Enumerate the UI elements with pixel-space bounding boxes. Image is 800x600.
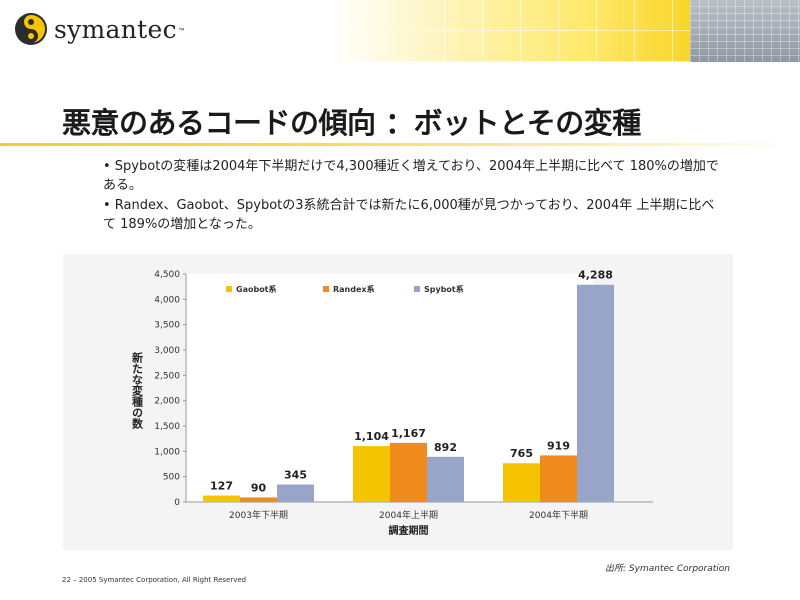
bar-value-label: 127 bbox=[210, 480, 233, 493]
y-tick-label: 4,500 bbox=[154, 270, 180, 280]
bar-value-label: 4,288 bbox=[578, 269, 613, 282]
symantec-logo-icon bbox=[15, 13, 47, 45]
legend-label-randex: Randex系 bbox=[333, 284, 375, 294]
symantec-logo: symantec ™ bbox=[14, 12, 186, 46]
source-note: 出所: Symantec Corporation bbox=[605, 564, 730, 574]
y-tick-label: 1,000 bbox=[154, 447, 180, 457]
bullet-item: • Randex、Gaobot、Spybotの3系統合計では新たに6,000種が… bbox=[103, 198, 715, 232]
copyright-footer: 22 – 2005 Symantec Corporation, All Righ… bbox=[62, 576, 247, 584]
brand-name: symantec bbox=[54, 14, 177, 44]
y-tick-label: 3,500 bbox=[154, 321, 180, 331]
legend-swatch-randex bbox=[323, 286, 329, 292]
y-axis-title: 新たな変種の数 bbox=[131, 351, 144, 430]
header-tiles bbox=[330, 0, 710, 62]
y-tick-label: 0 bbox=[174, 498, 180, 508]
bar-value-label: 765 bbox=[510, 447, 533, 460]
y-tick-label: 2,000 bbox=[154, 397, 180, 407]
legend-label-spybot: Spybot系 bbox=[424, 284, 464, 294]
header-building-photo bbox=[690, 0, 800, 62]
bar-gaobot bbox=[503, 463, 540, 502]
bar-value-label: 1,167 bbox=[391, 427, 426, 440]
legend-swatch-gaobot bbox=[226, 286, 232, 292]
title-underline bbox=[0, 143, 800, 146]
x-tick-label: 2004年下半期 bbox=[529, 509, 588, 521]
y-tick-label: 4,000 bbox=[154, 295, 180, 305]
bar-value-label: 1,104 bbox=[354, 430, 389, 443]
y-tick-label: 1,500 bbox=[154, 422, 180, 432]
legend-label-gaobot: Gaobot系 bbox=[236, 284, 277, 294]
legend-swatch-spybot bbox=[414, 286, 420, 292]
header-building-windows bbox=[690, 0, 800, 62]
bar-value-label: 892 bbox=[434, 441, 457, 454]
bar-value-label: 345 bbox=[284, 469, 307, 482]
bullet-item: • Spybotの変種は2004年下半期だけで4,300種近く増えており、200… bbox=[103, 159, 719, 193]
bullet-list: • Spybotの変種は2004年下半期だけで4,300種近く増えており、200… bbox=[103, 157, 723, 235]
bar-value-label: 919 bbox=[547, 439, 570, 452]
bar-chart: 0 500 1,000 1,500 2,000 2,500 3,000 3,500 4,000 4… bbox=[131, 269, 653, 537]
bar-spybot bbox=[427, 456, 464, 502]
bar-randex bbox=[240, 497, 277, 502]
x-tick-label: 2004年上半期 bbox=[379, 509, 438, 521]
bar-gaobot bbox=[353, 446, 390, 502]
bar-randex bbox=[540, 455, 577, 502]
bar-spybot bbox=[577, 284, 614, 502]
bar-spybot bbox=[277, 484, 314, 502]
x-tick-label: 2003年下半期 bbox=[229, 509, 288, 521]
bar-value-label: 90 bbox=[251, 481, 267, 494]
y-tick-label: 3,000 bbox=[154, 346, 180, 356]
x-axis-title: 調査期間 bbox=[389, 524, 429, 537]
slide-title: 悪意のあるコードの傾向 ：ボットとその変種 bbox=[62, 106, 641, 140]
bar-randex bbox=[390, 442, 427, 502]
y-tick-label: 2,500 bbox=[154, 371, 180, 381]
bar-gaobot bbox=[203, 495, 240, 502]
brand-trademark: ™ bbox=[177, 27, 186, 36]
y-tick-label: 500 bbox=[163, 473, 180, 483]
